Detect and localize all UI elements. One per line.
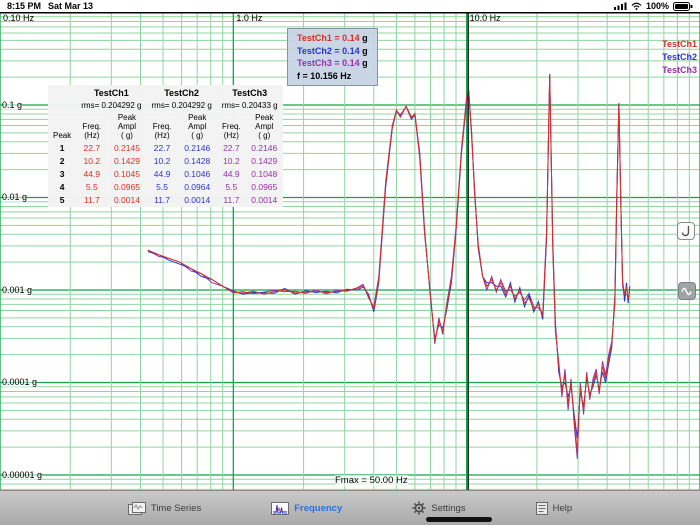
- cellular-signal-icon: [613, 2, 627, 10]
- peak-table: TestCh1 TestCh2 TestCh3 rms= 0.204292 g rms=…: [48, 85, 283, 207]
- tab-label: Help: [552, 502, 573, 514]
- legend-item: TestCh3: [662, 65, 697, 75]
- peak-row: 1 22.7 0.2145 22.7 0.2146 22.7 0.2146: [59, 143, 278, 153]
- tab-label: Settings: [431, 502, 466, 514]
- status-right: 100%: [613, 1, 693, 11]
- table-channel-header-row: TestCh1 TestCh2 TestCh3: [93, 88, 268, 98]
- battery-icon: [673, 1, 693, 11]
- status-date: Sat Mar 13: [48, 1, 94, 11]
- waveform-tool-button[interactable]: [678, 282, 696, 300]
- tab-label: Time Series: [150, 502, 202, 514]
- tab-bar: Time Series Frequency Settings: [0, 490, 700, 525]
- peak-row: 4 5.5 0.0965 5.5 0.0964 5.5 0.0965: [59, 182, 278, 192]
- tab-time-series[interactable]: Time Series: [127, 501, 202, 515]
- readout-frequency: f = 10.156 Hz: [297, 70, 352, 81]
- tab-label: Frequency: [294, 502, 343, 514]
- wave-icon: [680, 287, 692, 296]
- gear-icon: [412, 501, 426, 515]
- cursor-readout: TestCh1 = 0.14 g TestCh2 = 0.14 g TestCh3 …: [287, 28, 378, 86]
- legend: TestCh1 TestCh2 TestCh3: [662, 38, 697, 77]
- tab-help[interactable]: Help: [535, 501, 573, 515]
- home-indicator[interactable]: [426, 517, 492, 522]
- legend-item: TestCh2: [662, 52, 697, 62]
- table-col-header-row: Peak Freq. (Hz) Peak Ampl( g) Freq. (Hz) Peak Am…: [53, 113, 274, 140]
- table-rms-row: rms= 0.204292 g rms= 0.204292 g rms= 0.204…: [81, 101, 278, 110]
- readout-line: TestCh2 = 0.14 g: [297, 45, 368, 56]
- wifi-icon: [631, 2, 642, 10]
- readout-line: TestCh1 = 0.14 g: [297, 33, 368, 43]
- status-bar: 8:15 PM Sat Mar 13 100%: [0, 0, 700, 12]
- spectrum-chart[interactable]: 0.10 Hz 1.0 Hz 10.0 Hz 0.1 g 0.01 g 0.001 g 0.…: [0, 12, 700, 490]
- hook-icon: [681, 226, 690, 237]
- readout-line: TestCh3 = 0.14 g: [297, 58, 368, 68]
- status-left: 8:15 PM Sat Mar 13: [7, 1, 100, 11]
- tab-settings[interactable]: Settings: [412, 501, 466, 515]
- tab-frequency[interactable]: Frequency: [271, 501, 343, 515]
- trace-testch1: [147, 74, 631, 452]
- time-series-icon: [127, 501, 146, 515]
- peak-row: 3 44.9 0.1045 44.9 0.1046 44.9 0.1048: [59, 169, 278, 179]
- peak-row: 2 10.2 0.1429 10.2 0.1428 10.2 0.1429: [59, 156, 278, 166]
- annotation-tool-button[interactable]: [677, 222, 695, 240]
- frequency-icon: [271, 501, 290, 515]
- legend-item: TestCh1: [662, 39, 697, 49]
- help-icon: [535, 501, 548, 515]
- status-time: 8:15 PM: [7, 1, 42, 11]
- peak-row: 5 11.7 0.0014 11.7 0.0014 11.7 0.0014: [59, 195, 278, 205]
- battery-percent: 100%: [645, 1, 669, 11]
- fmax-label: Fmax = 50.00 Hz: [335, 475, 408, 486]
